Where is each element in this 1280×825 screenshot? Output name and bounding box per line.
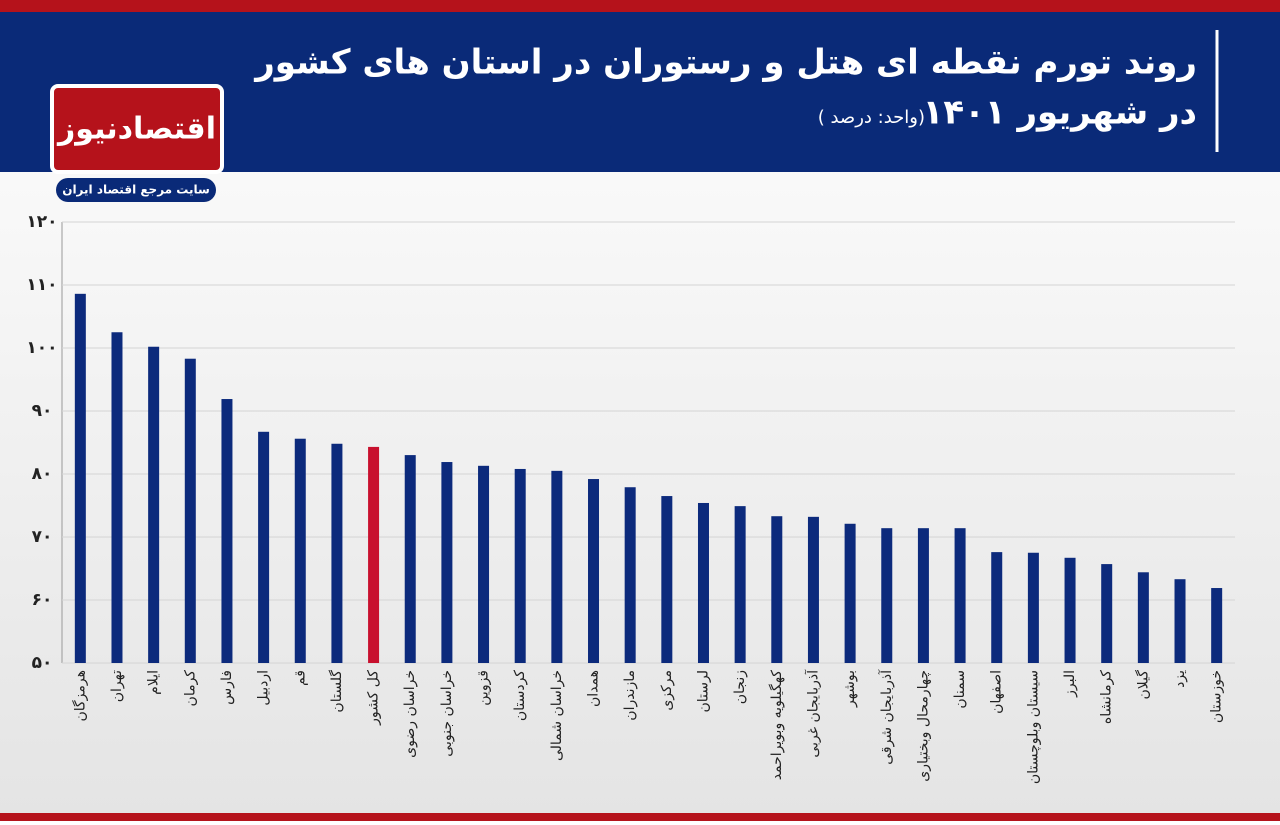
bar [551,470,563,663]
x-tick-label: اردبیل [256,670,272,706]
unit-label: (واحد: درصد ) [818,107,925,128]
x-tick-label: زنجان [732,670,748,704]
x-tick-label: کهگیلویه وبویراحمد [768,670,785,781]
x-tick-label: همدان [586,670,602,707]
logo-tagline: سایت مرجع اقتصاد ایران [62,183,210,197]
logo-box [50,84,224,174]
bar [1027,552,1039,663]
bar [258,431,270,663]
bar [74,293,86,663]
bar [441,462,453,663]
y-tick-label: ۸۰ [32,464,53,484]
bar [148,346,160,663]
x-tick-label: گلستان [328,670,345,713]
bar [1101,564,1113,663]
x-tick-label: البرز [1062,670,1078,698]
bar [1211,588,1223,663]
x-tick-label: قم [292,670,308,686]
bar [844,523,856,663]
x-tick-label: خراسان رضوی [402,670,418,758]
x-tick-label: خراسان شمالی [549,670,565,761]
x-tick-label: کرمانشاه [1099,670,1115,724]
y-tick-label: ۷۰ [32,527,53,547]
bar [954,528,966,663]
x-tick-label: ایلام [146,670,162,695]
bar [624,487,636,663]
bar [514,468,526,663]
bar [221,399,233,663]
bar [661,496,673,663]
bar [1174,579,1186,663]
logo-name: اقتصادنیوز [56,112,216,147]
x-tick-label: فارس [219,670,235,705]
x-tick-label: کل کشور [366,670,382,726]
y-tick-label: ۶۰ [32,590,53,610]
x-tick-label: چهارمحال وبختیاری [915,670,931,782]
bar [588,479,600,663]
bar [478,465,490,663]
y-tick-label: ۱۱۰ [26,275,57,295]
x-tick-label: کردستان [512,670,528,721]
x-tick-label: بوشهر [842,670,858,708]
y-tick-label: ۱۰۰ [26,338,57,358]
x-tick-label: مازندران [622,670,638,721]
bar [771,516,783,663]
logo-tagline-box [56,178,216,202]
bar [1137,572,1149,663]
title: روند تورم نقطه ای هتل و رستوران در استان… [253,43,1197,83]
y-tick-label: ۵۰ [32,653,53,673]
x-tick-label: گیلان [1134,670,1151,700]
bar [331,443,343,663]
x-tick-label: خراسان جنوبی [439,670,455,757]
x-tick-label: یزد [1172,670,1188,688]
x-tick-label: تهران [109,670,125,702]
bottom-strip [0,813,1280,821]
bar [917,528,929,663]
x-tick-label: آذربایجان شرقی [878,669,895,765]
x-tick-label: سیستان وبلوچستان [1025,670,1041,784]
x-tick-label: هرمزگان [71,670,88,722]
x-tick-label: لرستان [695,670,711,713]
x-tick-label: قزوین [476,670,492,706]
title-line2: در شهریور ۱۴۰۱ [923,93,1197,133]
x-tick-label: کرمان [182,670,198,707]
y-tick-label: ۹۰ [32,401,53,421]
bar [881,528,893,663]
top-strip [0,0,1280,12]
x-tick-label: خوزستان [1209,670,1225,723]
bar [404,455,416,663]
bar [734,506,746,663]
x-tick-label: آذربایجان غربی [804,669,821,758]
bar [991,552,1003,663]
x-tick-label: اصفهان [989,670,1005,714]
x-tick-label: سمنان [952,670,968,709]
y-tick-label: ۱۲۰ [26,212,57,232]
bar [368,446,380,663]
bar [697,502,709,663]
bar [111,332,123,663]
bar [807,516,819,663]
bar [294,438,306,663]
x-tick-label: مرکزی [659,670,675,711]
bar [1064,557,1076,663]
bar [184,358,196,663]
